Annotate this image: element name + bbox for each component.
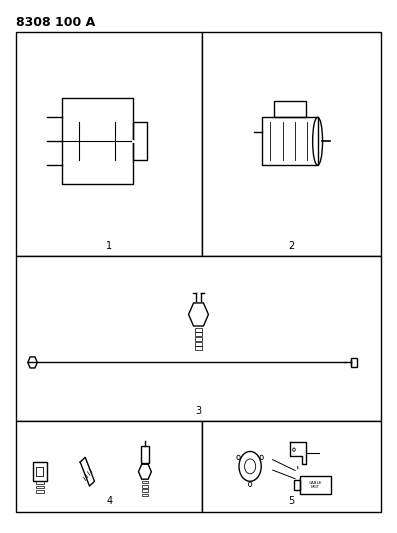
Bar (195, 328, 202, 332)
Text: 2: 2 (289, 240, 295, 251)
Bar (195, 337, 202, 341)
Bar (195, 346, 202, 351)
Bar (36, 486, 44, 488)
Bar (16, 32, 202, 256)
Bar (16, 421, 202, 512)
Bar (141, 446, 149, 463)
Bar (274, 101, 306, 117)
Text: 1: 1 (106, 240, 112, 251)
Bar (133, 122, 147, 160)
Bar (16, 256, 381, 421)
Bar (142, 489, 148, 492)
Bar (295, 480, 301, 490)
Bar (33, 462, 47, 481)
Bar (36, 481, 44, 484)
Bar (142, 481, 148, 483)
Text: 8308 100 A: 8308 100 A (16, 16, 95, 29)
Bar (301, 476, 331, 494)
Text: 5: 5 (289, 496, 295, 506)
Bar (142, 494, 148, 496)
Text: 4: 4 (106, 496, 112, 506)
Bar (36, 490, 44, 492)
Bar (142, 485, 148, 488)
Bar (195, 333, 202, 336)
Bar (262, 117, 318, 165)
Text: 3: 3 (195, 406, 202, 416)
Text: CABLE
MGT: CABLE MGT (309, 481, 322, 489)
Bar (351, 358, 357, 367)
Bar (195, 342, 202, 346)
Bar (202, 421, 381, 512)
Bar (36, 467, 43, 477)
Bar (202, 32, 381, 256)
Bar (62, 98, 133, 184)
